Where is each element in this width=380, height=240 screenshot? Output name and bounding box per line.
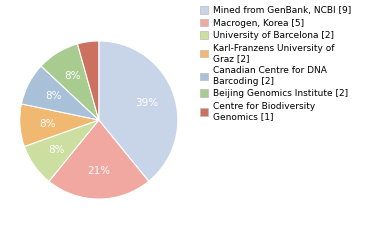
Text: 8%: 8% <box>39 119 56 128</box>
Wedge shape <box>21 66 99 120</box>
Wedge shape <box>99 41 178 181</box>
Text: 8%: 8% <box>45 91 62 101</box>
Wedge shape <box>24 120 99 181</box>
Wedge shape <box>49 120 149 199</box>
Text: 8%: 8% <box>64 71 80 81</box>
Wedge shape <box>20 104 99 146</box>
Legend: Mined from GenBank, NCBI [9], Macrogen, Korea [5], University of Barcelona [2], : Mined from GenBank, NCBI [9], Macrogen, … <box>198 5 353 123</box>
Text: 8%: 8% <box>49 145 65 155</box>
Text: 39%: 39% <box>136 98 159 108</box>
Wedge shape <box>78 41 99 120</box>
Text: 21%: 21% <box>87 166 110 176</box>
Wedge shape <box>41 44 99 120</box>
